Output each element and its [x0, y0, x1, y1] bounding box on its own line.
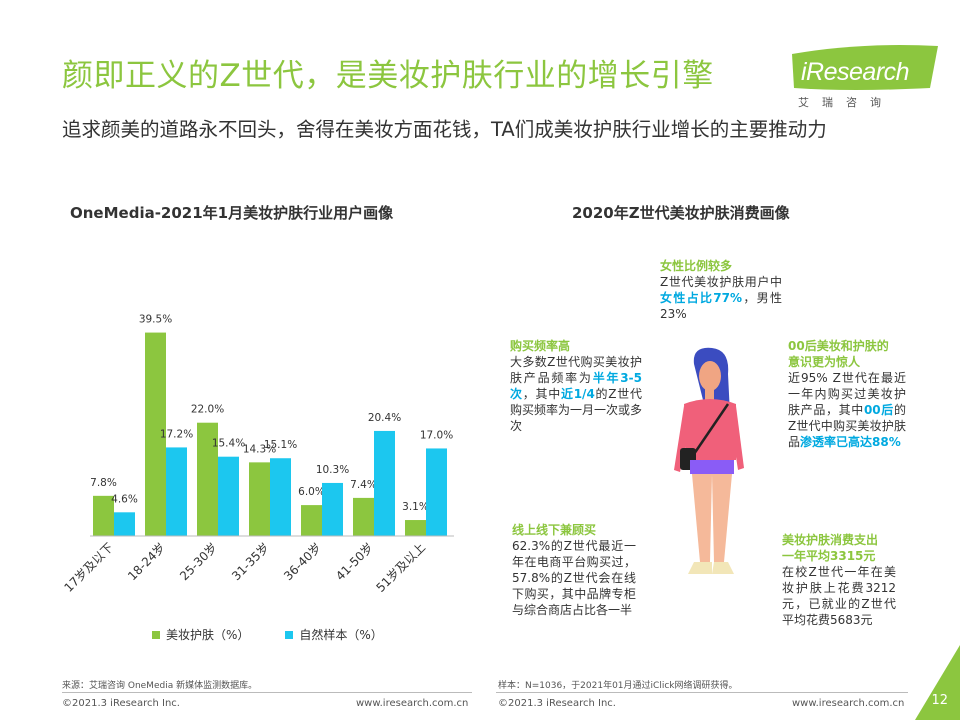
annotation-online-offline: 线上线下兼顾买 62.3%的Z世代最近一年在电商平台购买过，57.8%的Z世代会…	[512, 522, 636, 618]
iresearch-logo: iResearch 艾瑞咨询	[790, 40, 940, 112]
category-label-3: 31-35岁	[228, 540, 272, 584]
data-label-natural-5: 20.4%	[368, 412, 401, 424]
annotation-female-head: 女性比例较多	[660, 259, 733, 273]
legend-swatch-green	[152, 630, 160, 639]
bar-natural-6	[426, 448, 447, 536]
data-label-makeup-6: 3.1%	[402, 501, 429, 513]
logo-swoosh-icon	[792, 45, 938, 90]
data-label-makeup-2: 22.0%	[191, 404, 224, 416]
annotation-post00-head2: 意识更为惊人	[788, 355, 861, 369]
annotation-freq-highlight1: 半年3-5次	[510, 371, 642, 401]
data-label-natural-0: 4.6%	[111, 493, 138, 505]
data-label-makeup-4: 6.0%	[298, 486, 325, 498]
category-label-4: 36-40岁	[280, 540, 324, 584]
footer-divider-left	[62, 692, 472, 693]
annotation-freq-text1: 大多数Z世代购买美妆护肤产品频率为	[510, 355, 642, 385]
legend-label-makeup: 美妆护肤（%）	[166, 628, 250, 642]
page-number: 12	[931, 693, 948, 708]
legend-item-natural: 自然样本（%）	[285, 626, 383, 643]
data-label-makeup-5: 7.4%	[350, 479, 377, 491]
logo-text: iResearch	[801, 58, 910, 86]
bar-natural-0	[114, 512, 135, 536]
category-label-2: 25-30岁	[176, 540, 220, 584]
annotation-spending: 美妆护肤消费支出 一年平均3315元 在校Z世代一年在美妆护肤上花费3212元，…	[782, 532, 896, 628]
bar-makeup-0	[93, 495, 114, 536]
annotation-spend-text: 在校Z世代一年在美妆护肤上花费3212元，已就业的Z世代平均花费5683元	[782, 565, 896, 627]
bar-makeup-5	[353, 497, 374, 536]
annotation-purchase-frequency: 购买频率高 大多数Z世代购买美妆护肤产品频率为半年3-5次，其中近1/4的Z世代…	[510, 338, 642, 434]
legend-label-natural: 自然样本（%）	[299, 628, 383, 642]
category-label-6: 51岁及以上	[373, 540, 428, 595]
annotation-spend-head1: 美妆护肤消费支出	[782, 533, 879, 547]
annotation-post00-head1: 00后美妆和护肤的	[788, 339, 889, 353]
logo-subtext: 艾瑞咨询	[798, 96, 894, 109]
woman-illustration	[674, 347, 744, 574]
website-link-right[interactable]: www.iresearch.com.cn	[792, 698, 905, 709]
annotation-female-ratio: 女性比例较多 Z世代美妆护肤用户中女性占比77%，男性23%	[660, 258, 782, 322]
annotation-freq-head: 购买频率高	[510, 339, 571, 353]
data-label-makeup-1: 39.5%	[139, 314, 172, 326]
annotation-post00-text2: 的Z世代中购买美妆护肤品	[788, 403, 906, 449]
copyright-right: ©2021.3 iResearch Inc.	[498, 698, 616, 709]
bar-natural-1	[166, 447, 187, 536]
age-distribution-bar-chart: 7.8% 4.6% 17岁及以下 39.5% 17.2% 18-24岁 22.0% 15.4%…	[61, 314, 454, 595]
corner-decoration-icon	[915, 645, 960, 720]
chart-legend: 美妆护肤（%） 自然样本（%）	[152, 626, 383, 643]
page-subtitle: 追求颜美的道路永不回头，舍得在美妆方面花钱，TA们成美妆护肤行业增长的主要推动力	[62, 118, 827, 141]
page-title: 颜即正义的Z世代，是美妆护肤行业的增长引擎	[62, 58, 714, 94]
annotation-post00: 00后美妆和护肤的 意识更为惊人 近95% Z世代在最近一年内购买过美妆护肤产品…	[788, 338, 906, 450]
bar-natural-5	[374, 430, 395, 536]
bar-natural-4	[322, 482, 343, 536]
annotation-post00-highlight1: 00后	[863, 403, 894, 417]
bar-makeup-3	[249, 462, 270, 536]
bar-makeup-6	[405, 520, 426, 536]
data-label-natural-4: 10.3%	[316, 464, 349, 476]
data-label-makeup-0: 7.8%	[90, 477, 117, 489]
annotation-spend-head2: 一年平均3315元	[782, 549, 876, 563]
bar-natural-2	[218, 456, 239, 536]
bar-makeup-2	[197, 422, 218, 536]
data-label-natural-6: 17.0%	[420, 429, 453, 441]
annotation-freq-highlight2: 近1/4	[560, 387, 595, 401]
annotation-post00-highlight2: 渗透率已高达88%	[800, 435, 901, 449]
legend-swatch-blue	[285, 630, 294, 639]
annotation-female-text2: ，男性23%	[660, 291, 782, 321]
data-label-natural-2: 15.4%	[212, 438, 245, 450]
bar-makeup-1	[145, 332, 166, 536]
source-note-right: 样本：N=1036，于2021年01月通过iClick网络调研获得。	[498, 681, 738, 691]
annotation-freq-text2: ，其中	[522, 387, 561, 401]
data-label-natural-3: 15.1%	[264, 439, 297, 451]
right-section-title: 2020年Z世代美妆护肤消费画像	[572, 204, 790, 222]
bar-natural-3	[270, 458, 291, 536]
annotation-online-head: 线上线下兼顾买	[512, 523, 597, 537]
website-link-left[interactable]: www.iresearch.com.cn	[356, 698, 469, 709]
data-label-natural-1: 17.2%	[160, 428, 193, 440]
annotation-online-text: 62.3%的Z世代最近一年在电商平台购买过，57.8%的Z世代会在线下购买，其中…	[512, 539, 636, 617]
bar-makeup-4	[301, 505, 322, 536]
annotation-female-text: Z世代美妆护肤用户中	[660, 275, 782, 289]
copyright-left: ©2021.3 iResearch Inc.	[62, 698, 180, 709]
category-label-5: 41-50岁	[332, 540, 376, 584]
left-section-title: OneMedia-2021年1月美妆护肤行业用户画像	[70, 204, 394, 222]
annotation-female-highlight: 女性占比77%	[660, 291, 743, 305]
source-note-left: 来源：艾瑞咨询 OneMedia 新媒体监测数据库。	[62, 681, 258, 691]
footer-divider-right	[496, 692, 908, 693]
annotation-post00-text1: 近95% Z世代在最近一年内购买过美妆护肤产品，其中	[788, 371, 906, 417]
category-label-1: 18-24岁	[124, 540, 168, 584]
category-label-0: 17岁及以下	[61, 540, 116, 595]
data-label-makeup-3: 14.3%	[243, 443, 276, 455]
legend-item-makeup: 美妆护肤（%）	[152, 626, 249, 643]
annotation-freq-text3: 的Z世代购买频率为一月一次或多次	[510, 387, 643, 433]
